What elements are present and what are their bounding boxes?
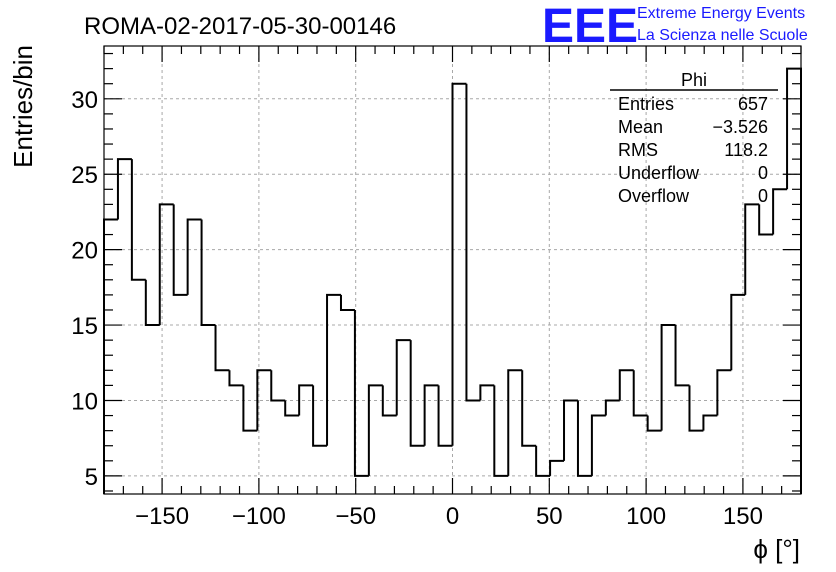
stats-label-underflow: Underflow bbox=[618, 163, 700, 183]
histogram-bin-21 bbox=[395, 339, 411, 416]
histogram-bin-15 bbox=[312, 385, 328, 447]
axis-ticks bbox=[103, 46, 802, 494]
y-tick-label-3: 20 bbox=[71, 238, 98, 265]
histogram-bin-42 bbox=[688, 385, 704, 432]
y-tick-label-0: 5 bbox=[85, 464, 98, 491]
histogram-bin-24 bbox=[437, 385, 453, 447]
histogram-bin-14 bbox=[298, 384, 314, 416]
histogram-bin-5 bbox=[172, 204, 188, 296]
y-tick-label-5: 30 bbox=[71, 87, 98, 114]
histogram-bin-17 bbox=[339, 294, 355, 311]
x-tick-label-3: 0 bbox=[446, 503, 459, 530]
histogram-bin-3 bbox=[144, 279, 160, 327]
histogram-bin-37 bbox=[618, 369, 634, 401]
histogram-bin-18 bbox=[353, 309, 369, 477]
histogram-bin-40 bbox=[660, 324, 676, 431]
y-tick-label-2: 15 bbox=[71, 313, 98, 340]
histogram-bin-1 bbox=[116, 158, 132, 220]
histogram-bin-6 bbox=[186, 218, 202, 295]
stats-label-rms: RMS bbox=[618, 140, 658, 160]
stats-value-entries: 657 bbox=[738, 94, 768, 114]
stats-rows: Entries 657 Mean −3.526 RMS 118.2 Underflow 0 Ov… bbox=[618, 94, 768, 206]
stats-value-underflow: 0 bbox=[758, 163, 768, 183]
histogram-bin-44 bbox=[716, 369, 732, 416]
histogram-bin-20 bbox=[381, 385, 397, 417]
eee-logo: EEE Extreme Energy Events La Scienza nel… bbox=[542, 0, 808, 53]
histogram-bin-27 bbox=[479, 384, 495, 401]
x-tick-label-2: −50 bbox=[335, 503, 376, 530]
histogram-bin-38 bbox=[632, 370, 648, 417]
histogram-bin-2 bbox=[130, 159, 146, 281]
chart-title: ROMA-02-2017-05-30-00146 bbox=[84, 13, 396, 40]
histogram-bin-43 bbox=[702, 414, 718, 431]
logo-line-1: Extreme Energy Events bbox=[637, 5, 805, 22]
stats-value-rms: 118.2 bbox=[724, 140, 768, 160]
x-tick-label-5: 100 bbox=[626, 503, 666, 530]
histogram-bin-8 bbox=[214, 325, 230, 372]
histogram-bin-23 bbox=[423, 384, 439, 446]
histogram-bin-13 bbox=[284, 400, 300, 417]
x-tick-labels: −150 −100 −50 0 50 100 150 bbox=[135, 503, 763, 530]
x-tick-label-4: 50 bbox=[536, 503, 563, 530]
histogram-bin-22 bbox=[409, 340, 425, 447]
histogram-bin-45 bbox=[730, 293, 746, 371]
x-axis-title: ϕ [°] bbox=[753, 534, 800, 564]
histogram-bin-9 bbox=[228, 370, 244, 387]
stats-label-entries: Entries bbox=[618, 94, 674, 114]
histogram-bin-34 bbox=[576, 400, 592, 477]
histogram-bin-39 bbox=[646, 415, 662, 432]
histogram-bin-12 bbox=[270, 370, 286, 402]
stats-value-mean: −3.526 bbox=[712, 117, 768, 137]
histogram-bin-41 bbox=[674, 325, 690, 387]
histogram-bin-33 bbox=[563, 399, 578, 461]
y-tick-label-4: 25 bbox=[71, 162, 98, 189]
stats-value-overflow: 0 bbox=[758, 186, 768, 206]
histogram-bin-30 bbox=[521, 370, 537, 447]
logo-mark: EEE bbox=[542, 0, 638, 53]
histogram-bin-32 bbox=[549, 459, 565, 476]
x-tick-label-0: −150 bbox=[135, 503, 189, 530]
stats-label-overflow: Overflow bbox=[618, 186, 690, 206]
x-tick-label-1: −100 bbox=[232, 503, 286, 530]
y-axis-title: Entries/bin bbox=[8, 45, 38, 168]
histogram-bin-4 bbox=[158, 203, 174, 326]
histogram-bin-7 bbox=[200, 219, 216, 327]
stats-box: Phi Entries 657 Mean −3.526 RMS 118.2 Underflo… bbox=[610, 70, 778, 206]
y-tick-label-1: 10 bbox=[71, 388, 98, 415]
histogram-bin-11 bbox=[256, 369, 272, 431]
histogram-bin-35 bbox=[590, 414, 606, 476]
histogram-bin-47 bbox=[758, 204, 774, 236]
histogram-bin-29 bbox=[507, 369, 523, 476]
histogram-bin-31 bbox=[535, 445, 551, 477]
histogram-bin-28 bbox=[493, 385, 509, 477]
logo-line-2: La Scienza nelle Scuole bbox=[637, 27, 808, 44]
histogram-bin-46 bbox=[744, 203, 760, 295]
histogram-bin-48 bbox=[772, 188, 788, 235]
histogram-bin-26 bbox=[465, 83, 481, 402]
stats-header: Phi bbox=[681, 70, 707, 90]
histogram-bin-10 bbox=[242, 385, 258, 432]
histogram-bin-36 bbox=[604, 399, 620, 416]
histogram-bin-16 bbox=[326, 293, 341, 446]
histogram-bin-25 bbox=[451, 82, 467, 446]
x-tick-label-6: 150 bbox=[723, 503, 763, 530]
stats-label-mean: Mean bbox=[618, 117, 663, 137]
histogram-bin-19 bbox=[367, 384, 383, 476]
y-tick-labels: 5 10 15 20 25 30 bbox=[71, 87, 98, 491]
